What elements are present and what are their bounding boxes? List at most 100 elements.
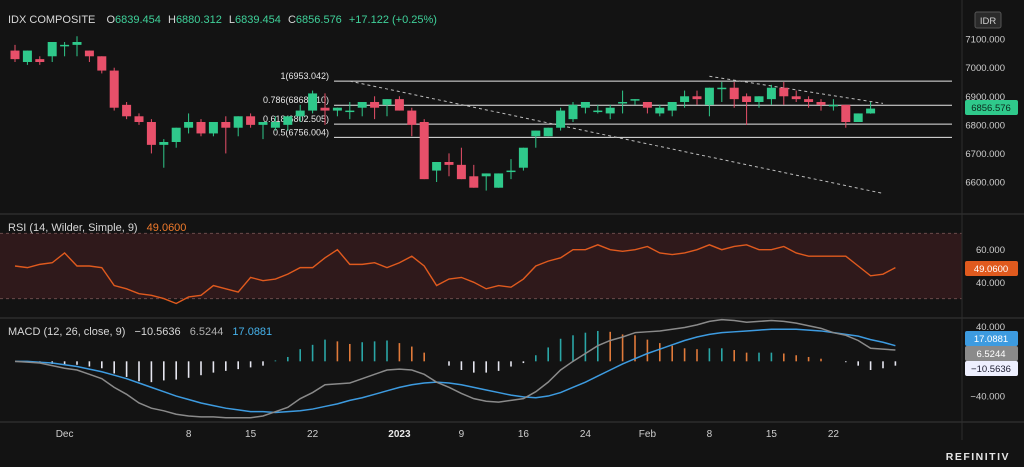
candle	[134, 113, 144, 125]
price-tick-label: 6800.000	[965, 120, 1005, 131]
candle-body	[754, 96, 764, 102]
candle-body	[791, 96, 801, 100]
candle-body	[816, 102, 826, 105]
candle	[692, 90, 702, 105]
rsi-value: 49.0600	[147, 222, 187, 234]
candle	[556, 107, 566, 131]
macd-legend: MACD (12, 26, close, 9) −10.5636 6.5244 …	[8, 326, 272, 338]
candle-body	[853, 113, 863, 122]
candle-body	[60, 44, 70, 47]
candle-body	[568, 104, 578, 120]
macd-tick-label: 40.000	[976, 322, 1005, 333]
time-tick-label: 24	[580, 429, 592, 440]
candle	[171, 127, 181, 148]
price-tag-text: 6856.576	[971, 103, 1011, 114]
candle-body	[171, 127, 181, 142]
candle	[295, 104, 305, 122]
brand-logo: REFINITIV	[946, 451, 1010, 463]
candle-body	[270, 122, 280, 128]
price-tick-label: 6600.000	[965, 178, 1005, 189]
time-tick-label: 16	[518, 429, 530, 440]
candle-body	[481, 173, 491, 177]
candle-body	[518, 147, 528, 168]
symbol-name: IDX COMPOSITE	[8, 14, 95, 26]
time-axis: Dec 8 15 22 2023 9 16 24 Feb 8 15 22	[56, 429, 840, 440]
candle	[816, 99, 826, 111]
candle-body	[494, 173, 504, 188]
candle	[853, 113, 863, 122]
candle-body	[531, 130, 541, 137]
candle-body	[456, 164, 466, 180]
candle	[779, 82, 789, 105]
candle-body	[766, 87, 776, 100]
candle-body	[717, 87, 727, 90]
candle	[382, 99, 392, 117]
time-tick-label: Feb	[639, 429, 657, 440]
candle	[518, 147, 528, 171]
candle-body	[196, 122, 206, 134]
candle-body	[543, 127, 553, 137]
time-tick-label: 2023	[388, 429, 411, 440]
candle-body	[804, 99, 814, 102]
macd-tick-label: −40.000	[970, 392, 1005, 403]
candle	[47, 42, 57, 62]
candle-body	[556, 110, 566, 128]
candle	[109, 67, 119, 111]
candle-body	[704, 87, 714, 105]
candle	[432, 162, 442, 182]
price-tick-label: 7100.000	[965, 35, 1005, 46]
candle-body	[469, 176, 479, 188]
candle-body	[47, 42, 57, 57]
candle-body	[184, 122, 194, 128]
trendline	[349, 80, 884, 194]
candle	[630, 99, 640, 105]
time-tick-label: 22	[828, 429, 840, 440]
candle-body	[630, 99, 640, 101]
fib-level-label: 0.786(6868.710)	[263, 95, 329, 105]
candle	[184, 113, 194, 134]
candle	[469, 164, 479, 188]
time-tick-label: 8	[186, 429, 192, 440]
candle	[580, 102, 590, 114]
candle	[407, 107, 417, 137]
candle-body	[394, 99, 404, 111]
candle	[221, 116, 231, 154]
candle-body	[109, 70, 119, 108]
currency-badge[interactable]	[974, 11, 1002, 29]
candle-body	[345, 110, 355, 113]
candle-body	[134, 116, 144, 122]
high-value: 6880.312	[176, 14, 222, 26]
change-value: +17.122 (+0.25%)	[349, 14, 437, 26]
candle-body	[146, 122, 156, 145]
time-tick-label: Dec	[56, 429, 74, 440]
candle-body	[407, 110, 417, 125]
price-tag-bg	[965, 100, 1018, 115]
candle-body	[72, 42, 82, 45]
rsi-legend: RSI (14, Wilder, Simple, 9) 49.0600	[8, 222, 186, 234]
candle	[370, 96, 380, 120]
candle	[159, 139, 169, 168]
candle	[841, 104, 851, 128]
high-label: H	[168, 14, 176, 26]
candle-body	[357, 102, 367, 108]
candle-body	[308, 93, 318, 111]
hist-value: 17.0881	[232, 326, 272, 338]
candle-body	[618, 102, 628, 104]
candle-body	[295, 110, 305, 117]
candle	[667, 102, 677, 117]
candle-body	[320, 107, 330, 111]
candle	[320, 93, 330, 125]
candle	[866, 102, 876, 114]
candle	[394, 96, 404, 111]
candle-body	[692, 96, 702, 100]
rsi-tag-bg	[965, 261, 1018, 276]
candle-body	[233, 116, 243, 128]
time-tick-label: 8	[707, 429, 713, 440]
candle	[506, 159, 516, 180]
candle	[122, 102, 132, 120]
candle	[357, 102, 367, 117]
candle-body	[506, 170, 516, 173]
open-value: 6839.454	[115, 14, 161, 26]
candle	[246, 113, 256, 128]
candle-body	[779, 87, 789, 97]
